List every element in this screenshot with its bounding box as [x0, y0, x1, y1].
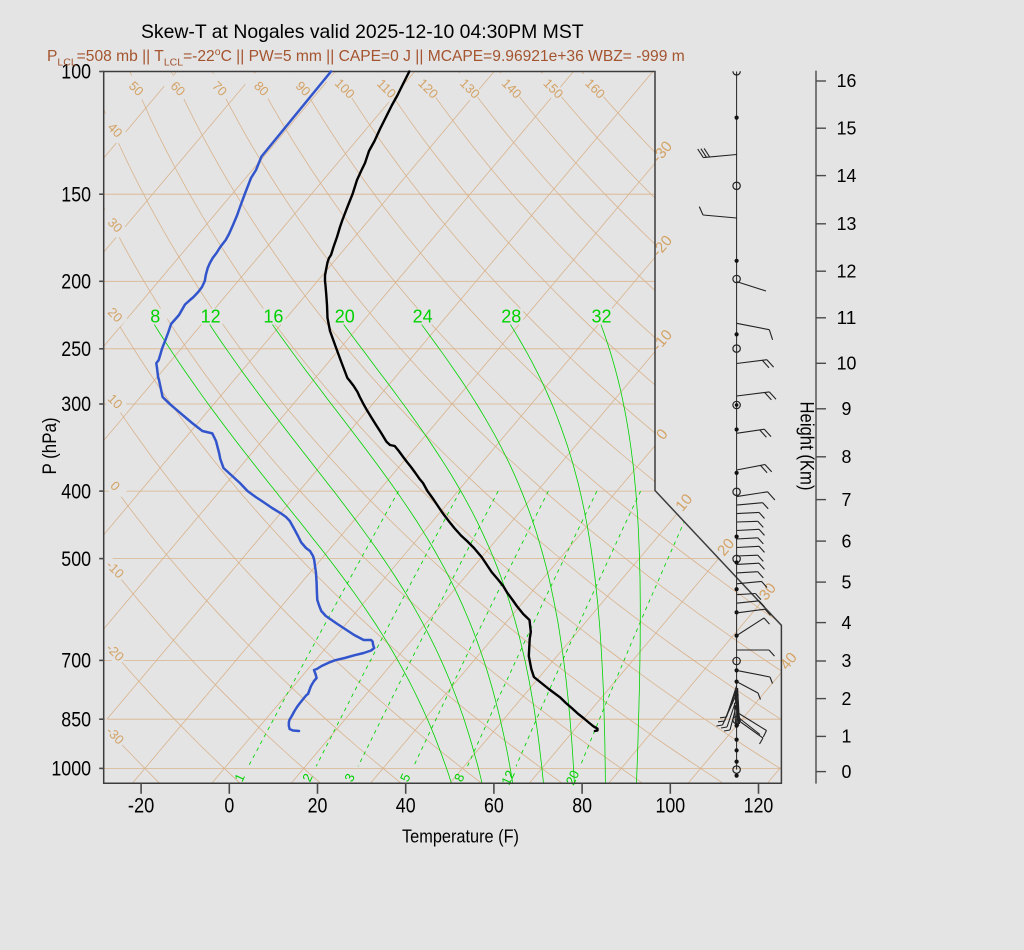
svg-text:0: 0 [842, 761, 852, 782]
svg-text:9: 9 [842, 398, 852, 419]
svg-text:20: 20 [714, 535, 738, 559]
svg-text:32: 32 [591, 307, 611, 327]
svg-text:1: 1 [842, 726, 852, 747]
svg-text:700: 700 [61, 650, 91, 673]
svg-text:16: 16 [263, 307, 283, 327]
svg-text:2: 2 [842, 688, 852, 709]
svg-text:120: 120 [744, 795, 774, 818]
svg-text:300: 300 [61, 393, 91, 416]
svg-text:3: 3 [842, 650, 852, 671]
svg-text:14: 14 [837, 165, 857, 186]
svg-text:11: 11 [837, 307, 857, 328]
svg-text:12: 12 [201, 307, 221, 327]
svg-text:250: 250 [61, 338, 91, 361]
svg-text:6: 6 [842, 530, 852, 551]
svg-text:0: 0 [224, 795, 234, 818]
svg-text:5: 5 [842, 571, 852, 592]
svg-text:80: 80 [572, 795, 592, 818]
svg-text:16: 16 [837, 70, 857, 91]
svg-text:30: 30 [756, 580, 780, 604]
svg-text:1000: 1000 [51, 758, 91, 781]
svg-text:8: 8 [842, 446, 852, 467]
svg-text:12: 12 [498, 768, 518, 787]
svg-text:20: 20 [335, 307, 355, 327]
svg-text:24: 24 [413, 307, 433, 327]
svg-text:P (hPa): P (hPa) [40, 418, 61, 475]
svg-text:60: 60 [484, 795, 504, 818]
svg-text:7: 7 [842, 489, 852, 510]
svg-text:4: 4 [842, 612, 852, 633]
svg-text:8: 8 [150, 307, 160, 327]
svg-text:40: 40 [396, 795, 416, 818]
svg-text:Skew-T at Nogales valid 2025-1: Skew-T at Nogales valid 2025-12-10 04:30… [141, 21, 584, 43]
svg-text:12: 12 [837, 260, 857, 281]
svg-text:20: 20 [308, 795, 328, 818]
svg-text:200: 200 [61, 271, 91, 294]
svg-text:850: 850 [61, 708, 91, 731]
svg-text:28: 28 [501, 307, 521, 327]
svg-text:15: 15 [837, 117, 857, 138]
svg-text:13: 13 [837, 213, 857, 234]
svg-text:150: 150 [61, 183, 91, 206]
svg-text:40: 40 [777, 649, 801, 673]
svg-text:10: 10 [672, 491, 696, 515]
svg-text:500: 500 [61, 548, 91, 571]
svg-text:10: 10 [837, 353, 857, 374]
svg-text:400: 400 [61, 480, 91, 503]
svg-text:Temperature (F): Temperature (F) [402, 825, 519, 846]
svg-text:20: 20 [563, 768, 583, 787]
svg-text:100: 100 [61, 61, 91, 84]
svg-text:100: 100 [655, 795, 685, 818]
svg-text:Height (Km): Height (Km) [796, 402, 817, 491]
svg-text:-20: -20 [128, 795, 154, 818]
